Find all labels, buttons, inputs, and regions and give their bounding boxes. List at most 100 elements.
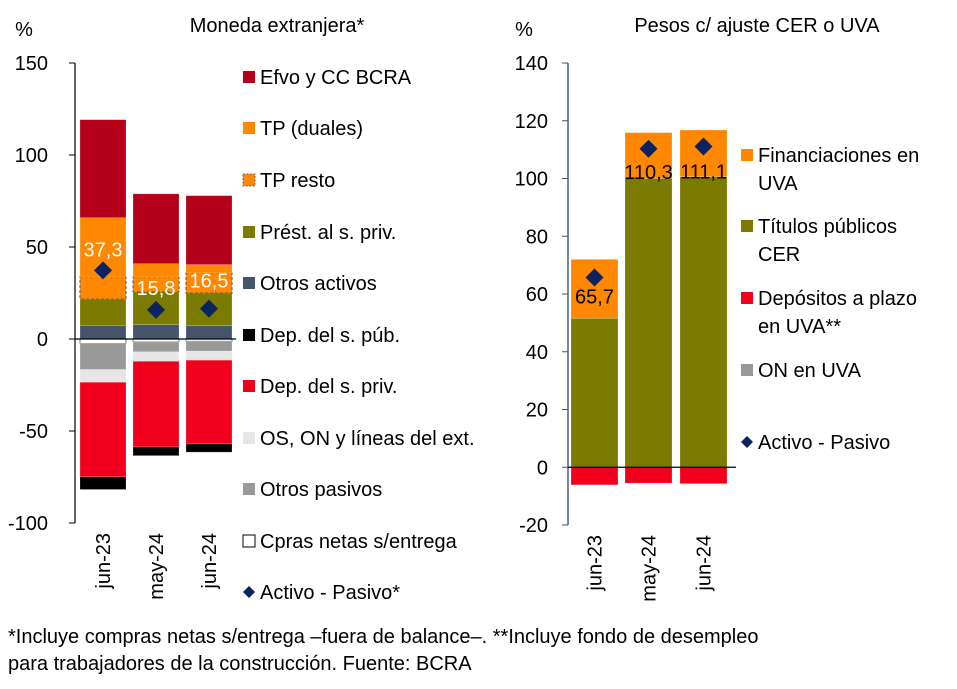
x-tick-label: jun-24 bbox=[694, 535, 716, 592]
net-position-marker bbox=[694, 137, 713, 156]
net-position-marker bbox=[200, 299, 218, 318]
bar-segment bbox=[570, 466, 619, 486]
bar-segment bbox=[624, 178, 673, 468]
legend-label: CER bbox=[758, 244, 800, 266]
left-y-unit: % bbox=[15, 19, 33, 41]
y-tick-label: 40 bbox=[526, 342, 548, 364]
bar-segment bbox=[79, 338, 127, 345]
right-y-unit: % bbox=[515, 19, 533, 41]
legend-label: Activo - Pasivo* bbox=[260, 582, 400, 604]
y-tick-label: 50 bbox=[26, 237, 48, 259]
bar-segment bbox=[79, 381, 127, 478]
legend-swatch bbox=[243, 329, 255, 341]
legend-item: Depósitos a plazo en UVA** bbox=[741, 288, 917, 338]
legend-item-marker: Activo - Pasivo bbox=[741, 432, 890, 454]
legend-swatch bbox=[741, 149, 753, 161]
legend-label: TP resto bbox=[260, 170, 335, 192]
data-label: 65,7 bbox=[575, 287, 614, 309]
y-tick-label: -50 bbox=[19, 421, 48, 443]
y-tick-label: 0 bbox=[537, 457, 548, 479]
bar-segment bbox=[79, 325, 127, 340]
y-tick-label: 100 bbox=[515, 169, 548, 191]
legend-swatch bbox=[243, 122, 255, 134]
legend-item-marker: Activo - Pasivo* bbox=[243, 582, 400, 604]
data-label: 15,8 bbox=[137, 278, 176, 300]
bar-segment bbox=[132, 351, 180, 362]
x-tick-label: jun-24 bbox=[199, 533, 221, 590]
bar-segment bbox=[624, 466, 673, 484]
bar-segment bbox=[79, 298, 127, 326]
bar-segment bbox=[132, 276, 180, 293]
footnote: *Incluye compras netas s/entrega –fuera … bbox=[8, 624, 953, 678]
bar-segment bbox=[132, 341, 180, 353]
bar-segment bbox=[570, 317, 619, 468]
y-tick-label: 150 bbox=[15, 53, 48, 75]
legend-label: Títulos públicos bbox=[758, 216, 897, 238]
bar-segment bbox=[185, 443, 233, 453]
y-tick-label: 0 bbox=[37, 329, 48, 351]
legend-item: TP resto bbox=[242, 170, 335, 192]
x-tick-label: jun-23 bbox=[93, 533, 115, 590]
legend-marker-icon bbox=[243, 586, 255, 598]
legend-item: Dep. del s. púb. bbox=[243, 325, 400, 347]
left-chart-title: Moneda extranjera* bbox=[190, 15, 365, 37]
legend-item: Otros pasivos bbox=[243, 479, 382, 501]
bar-segment bbox=[132, 263, 180, 278]
bar-segment bbox=[185, 359, 233, 445]
bar-segment bbox=[79, 369, 127, 383]
bar-segment bbox=[185, 325, 233, 340]
legend-item: Efvo y CC BCRA bbox=[243, 67, 412, 89]
legend-swatch bbox=[243, 71, 255, 83]
bar-segment bbox=[679, 176, 728, 468]
x-tick-label: jun-23 bbox=[585, 535, 607, 592]
legend-label: Dep. del s. púb. bbox=[260, 325, 400, 347]
y-tick-label: 80 bbox=[526, 226, 548, 248]
legend-label: ON en UVA bbox=[758, 360, 862, 382]
legend-item: Títulos públicos CER bbox=[741, 216, 897, 266]
y-tick-label: 60 bbox=[526, 284, 548, 306]
bar-segment bbox=[679, 466, 728, 485]
data-label: 110,3 bbox=[624, 162, 673, 184]
bar-segment bbox=[79, 343, 127, 370]
legend-label: OS, ON y líneas del ext. bbox=[260, 428, 475, 450]
legend-label: Prést. al s. priv. bbox=[260, 222, 396, 244]
bar-segment bbox=[132, 446, 180, 456]
legend-swatch bbox=[741, 364, 753, 376]
bar-segment bbox=[132, 324, 180, 340]
legend-swatch bbox=[243, 432, 255, 444]
net-position-marker bbox=[94, 261, 112, 280]
y-tick-label: 20 bbox=[526, 400, 548, 422]
legend-swatch bbox=[741, 220, 753, 232]
data-label: 111,1 bbox=[680, 161, 727, 183]
bar-segment bbox=[132, 193, 180, 265]
legend-label: Otros activos bbox=[260, 273, 377, 295]
legend-swatch bbox=[243, 380, 255, 392]
bar-segment bbox=[132, 360, 180, 448]
right-chart-title: Pesos c/ ajuste CER o UVA bbox=[634, 15, 880, 37]
chart: Moneda extranjera* % Pesos c/ ajuste CER… bbox=[8, 15, 920, 604]
legend-swatch bbox=[243, 277, 255, 289]
bar-segment bbox=[185, 350, 233, 361]
legend-label: Activo - Pasivo bbox=[758, 432, 890, 454]
data-label: 16,5 bbox=[190, 271, 229, 293]
y-tick-label: 140 bbox=[515, 53, 548, 75]
bar-segment bbox=[185, 341, 233, 352]
plot-1: 140 120 100 80 60 40 20 0 -20 jun-23 may-24 jun-24 6… bbox=[515, 53, 920, 602]
legend-label: Financiaciones en bbox=[758, 145, 919, 167]
legend-label: Cpras netas s/entrega bbox=[260, 531, 458, 553]
legend-item: ON en UVA bbox=[741, 360, 862, 382]
legend-swatch bbox=[242, 173, 256, 187]
legend-item: Financiaciones en UVA bbox=[741, 145, 919, 195]
bar-segment bbox=[79, 276, 127, 300]
legend-item: OS, ON y líneas del ext. bbox=[243, 428, 475, 450]
net-position-marker bbox=[585, 268, 604, 287]
legend-swatch bbox=[243, 483, 255, 495]
legend-label: UVA bbox=[758, 173, 798, 195]
legend-label: Efvo y CC BCRA bbox=[260, 67, 412, 89]
legend-label: TP (duales) bbox=[260, 118, 363, 140]
footnote-line-1: *Incluye compras netas s/entrega –fuera … bbox=[8, 626, 759, 648]
legend-label: Dep. del s. priv. bbox=[260, 376, 397, 398]
bar-segment bbox=[79, 476, 127, 490]
legend-marker-icon bbox=[741, 436, 753, 448]
legend-item: Prést. al s. priv. bbox=[243, 222, 396, 244]
